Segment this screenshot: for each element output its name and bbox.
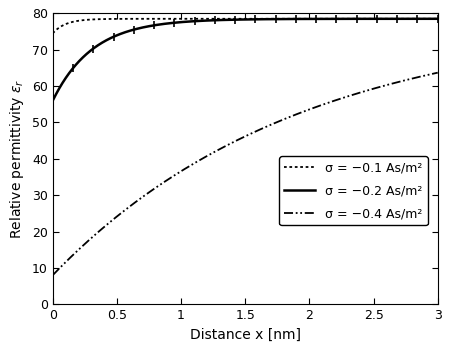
- σ = −0.1 As/m²: [94, 17, 99, 21]
- σ = −0.1 As/m²: [435, 17, 441, 21]
- Line: σ = −0.1 As/m²: σ = −0.1 As/m²: [53, 19, 438, 33]
- Line: σ = −0.4 As/m²: σ = −0.4 As/m²: [53, 73, 438, 275]
- σ = −0.1 As/m²: [386, 17, 391, 21]
- Line: σ = −0.2 As/m²: σ = −0.2 As/m²: [53, 19, 438, 100]
- Legend: σ = −0.1 As/m², σ = −0.2 As/m², σ = −0.4 As/m²: σ = −0.1 As/m², σ = −0.2 As/m², σ = −0.4…: [279, 156, 428, 225]
- Y-axis label: Relative permittivity $\varepsilon_r$: Relative permittivity $\varepsilon_r$: [9, 79, 27, 239]
- σ = −0.4 As/m²: [198, 158, 203, 162]
- σ = −0.1 As/m²: [50, 31, 55, 35]
- σ = −0.4 As/m²: [428, 72, 433, 76]
- σ = −0.1 As/m²: [198, 17, 203, 21]
- σ = −0.4 As/m²: [386, 82, 391, 86]
- σ = −0.2 As/m²: [214, 18, 220, 22]
- σ = −0.2 As/m²: [50, 98, 55, 103]
- X-axis label: Distance x [nm]: Distance x [nm]: [190, 328, 301, 342]
- σ = −0.2 As/m²: [435, 17, 441, 21]
- σ = −0.2 As/m²: [94, 44, 99, 48]
- σ = −0.4 As/m²: [117, 212, 122, 217]
- σ = −0.2 As/m²: [386, 17, 391, 21]
- σ = −0.4 As/m²: [50, 273, 55, 277]
- σ = −0.4 As/m²: [214, 148, 220, 153]
- σ = −0.4 As/m²: [94, 231, 99, 236]
- σ = −0.1 As/m²: [428, 17, 433, 21]
- σ = −0.2 As/m²: [117, 32, 122, 36]
- σ = −0.1 As/m²: [117, 17, 122, 21]
- σ = −0.2 As/m²: [428, 17, 433, 21]
- σ = −0.1 As/m²: [214, 17, 220, 21]
- σ = −0.2 As/m²: [198, 19, 203, 23]
- σ = −0.4 As/m²: [435, 71, 441, 75]
